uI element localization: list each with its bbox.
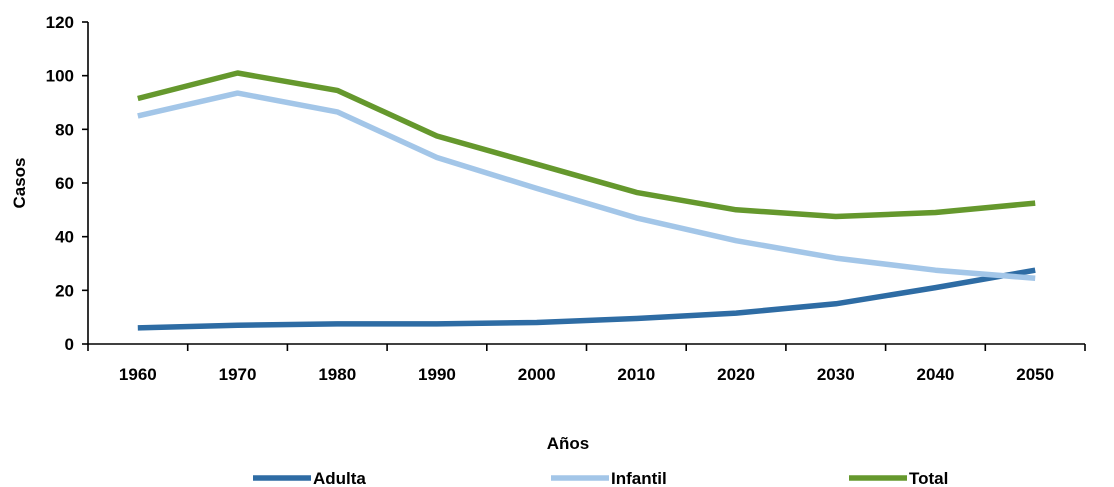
y-tick-label: 80 — [55, 120, 74, 139]
series-lines — [137, 70, 1036, 331]
legend-label: Total — [909, 469, 948, 487]
y-tick-label: 120 — [46, 13, 74, 32]
x-tick-label: 2040 — [917, 365, 955, 384]
x-tick-label: 1960 — [119, 365, 157, 384]
y-tick-label: 60 — [55, 174, 74, 193]
y-tick-label: 40 — [55, 228, 74, 247]
legend: Adulta Infantil Total — [253, 469, 948, 487]
series-line-infantil — [137, 90, 1036, 282]
series-line-total — [137, 70, 1036, 220]
y-tick-label: 100 — [46, 67, 74, 86]
legend-label: Infantil — [611, 469, 667, 487]
x-tick-label: 1970 — [219, 365, 257, 384]
x-tick-label: 2030 — [817, 365, 855, 384]
legend-item-infantil: Infantil — [551, 469, 667, 487]
y-tick-label: 0 — [65, 335, 74, 354]
x-axis-ticks: 1960 1970 1980 1990 2000 2010 2020 2030 2040 2050 — [87, 344, 1086, 384]
legend-label: Adulta — [313, 469, 366, 487]
y-axis-title: Casos — [10, 157, 29, 208]
legend-item-total: Total — [849, 469, 948, 487]
x-tick-label: 2010 — [617, 365, 655, 384]
x-tick-label: 1980 — [318, 365, 356, 384]
x-tick-label: 2050 — [1016, 365, 1054, 384]
legend-item-adulta: Adulta — [253, 469, 366, 487]
x-axis-title: Años — [547, 434, 590, 453]
x-tick-label: 1990 — [418, 365, 456, 384]
x-tick-label: 2000 — [518, 365, 556, 384]
y-axis-ticks: 0 20 40 60 80 100 120 — [46, 13, 88, 354]
x-tick-label: 2020 — [717, 365, 755, 384]
y-tick-label: 20 — [55, 281, 74, 300]
series-line-adulta — [137, 267, 1036, 331]
